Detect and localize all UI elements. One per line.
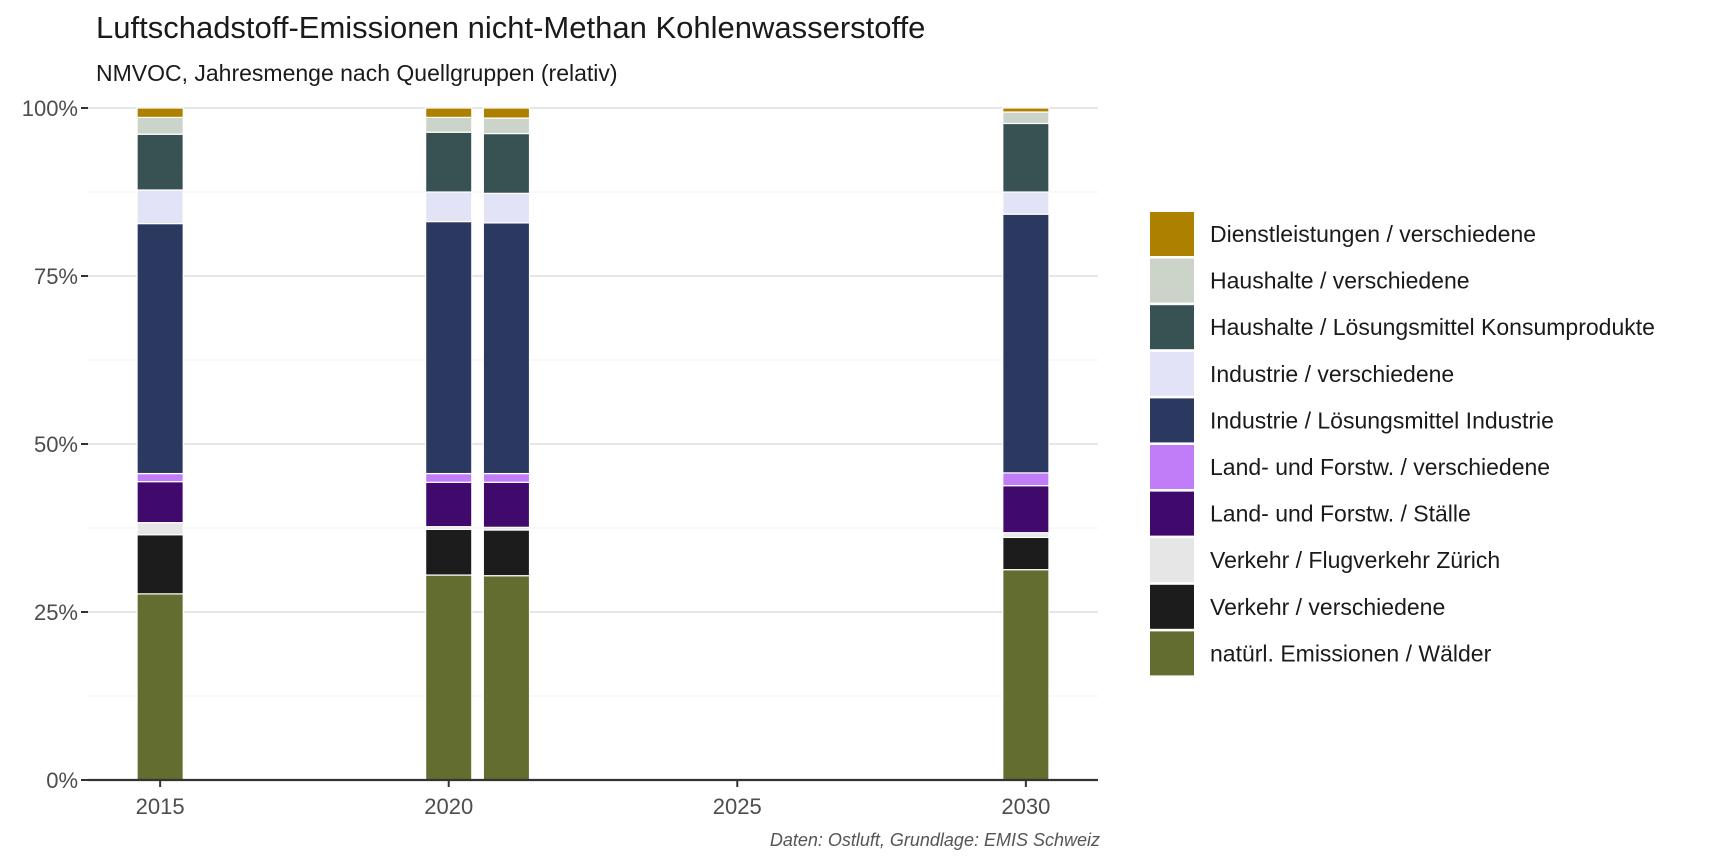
bar-segment: [482, 575, 531, 781]
bar-segment: [482, 481, 531, 528]
legend-swatch: [1150, 584, 1194, 629]
legend-item: Verkehr / verschiedene: [1150, 584, 1445, 629]
legend-swatch: [1150, 351, 1194, 396]
chart-caption: Daten: Ostluft, Grundlage: EMIS Schweiz: [769, 830, 1100, 850]
legend-item: Industrie / Lösungsmittel Industrie: [1150, 398, 1554, 443]
bar-segment: [136, 481, 184, 524]
legend-swatch: [1150, 445, 1194, 489]
bar-segment: [482, 529, 531, 577]
legend-label: Industrie / Lösungsmittel Industrie: [1210, 407, 1554, 433]
y-tick-label: 100%: [22, 96, 78, 121]
legend-label: Verkehr / verschiedene: [1210, 594, 1445, 620]
bar-segment: [425, 472, 473, 483]
legend-swatch: [1150, 258, 1194, 303]
legend-label: natürl. Emissionen / Wälder: [1210, 640, 1492, 666]
bar-segment: [425, 131, 473, 193]
y-tick-label: 75%: [34, 264, 78, 289]
bar-segment: [136, 222, 184, 475]
bar-segment: [482, 192, 531, 224]
bar-segment: [425, 191, 473, 223]
legend-swatch: [1150, 305, 1194, 350]
gridlines: [88, 107, 1098, 781]
x-tick-label: 2025: [713, 794, 762, 819]
bar-segment: [136, 522, 184, 536]
legend-item: Verkehr / Flugverkehr Zürich: [1150, 538, 1500, 583]
bar-stack-2020: [425, 107, 473, 781]
legend-item: natürl. Emissionen / Wälder: [1150, 631, 1492, 676]
x-tick-label: 2020: [424, 794, 473, 819]
legend-label: Haushalte / Lösungsmittel Konsumprodukte: [1210, 314, 1655, 340]
bar-segment: [425, 116, 473, 133]
bar-segment: [1002, 569, 1050, 781]
axes: 0% 25% 50% 75% 100% 2015 2020 2025 2030: [22, 96, 1098, 819]
bar-segment: [425, 220, 473, 475]
bar-segment: [482, 107, 531, 119]
legend-item: Industrie / verschiedene: [1150, 351, 1454, 396]
y-tick-label: 25%: [34, 600, 78, 625]
bar-segment: [482, 132, 531, 194]
legend-swatch: [1150, 398, 1194, 443]
bar-stack-2030: [1002, 107, 1050, 781]
y-tick-label: 0%: [46, 768, 78, 793]
y-tick-label: 50%: [34, 432, 78, 457]
legend-swatch: [1150, 631, 1194, 676]
chart-title: Luftschadstoff-Emissionen nicht-Methan K…: [96, 10, 926, 45]
bar-segment: [425, 528, 473, 576]
bar-segment: [136, 133, 184, 191]
legend-label: Industrie / verschiedene: [1210, 361, 1454, 387]
bar-segment: [425, 107, 473, 119]
bar-segment: [482, 472, 531, 483]
bar-segment: [1002, 111, 1050, 125]
chart-subtitle: NMVOC, Jahresmenge nach Quellgruppen (re…: [96, 60, 618, 86]
legend-swatch: [1150, 538, 1194, 583]
bar-segment: [1002, 532, 1050, 539]
bar-segment: [136, 472, 184, 483]
bar-segment: [482, 222, 531, 475]
legend-item: Haushalte / verschiedene: [1150, 258, 1470, 303]
legend-label: Verkehr / Flugverkehr Zürich: [1210, 547, 1500, 573]
legend-swatch: [1150, 491, 1194, 536]
bars: [136, 107, 1050, 781]
bar-stack-2021: [482, 107, 531, 781]
legend-item: Haushalte / Lösungsmittel Konsumprodukte: [1150, 305, 1655, 350]
bar-segment: [1002, 107, 1050, 113]
legend-label: Land- und Forstw. / verschiedene: [1210, 454, 1550, 480]
bar-segment: [136, 116, 184, 135]
bar-segment: [1002, 191, 1050, 215]
legend-label: Dienstleistungen / verschiedene: [1210, 221, 1536, 247]
bar-segment: [136, 593, 184, 781]
legend-label: Haushalte / verschiedene: [1210, 268, 1470, 294]
bar-segment: [1002, 536, 1050, 571]
bar-segment: [482, 117, 531, 135]
bar-segment: [136, 534, 184, 595]
legend-item: Land- und Forstw. / Ställe: [1150, 491, 1471, 536]
x-tick-label: 2015: [136, 794, 185, 819]
legend-swatch: [1150, 212, 1194, 256]
bar-segment: [1002, 213, 1050, 474]
x-tick-label: 2030: [1001, 794, 1050, 819]
bar-segment: [1002, 472, 1050, 487]
legend-item: Dienstleistungen / verschiedene: [1150, 212, 1536, 256]
bar-stack-2015: [136, 107, 184, 781]
bar-segment: [425, 481, 473, 528]
legend-item: Land- und Forstw. / verschiedene: [1150, 445, 1550, 489]
bar-segment: [1002, 485, 1050, 534]
legend: Dienstleistungen / verschiedene Haushalte…: [1150, 212, 1655, 676]
bar-segment: [136, 189, 184, 225]
bar-segment: [136, 107, 184, 119]
bar-segment: [1002, 122, 1050, 193]
legend-label: Land- und Forstw. / Ställe: [1210, 501, 1471, 527]
bar-segment: [425, 574, 473, 781]
